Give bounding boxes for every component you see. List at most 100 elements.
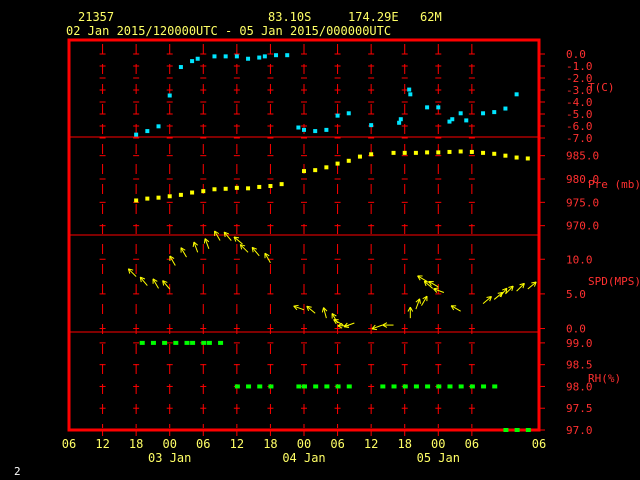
humidity-point [469,384,475,389]
temperature-point [464,118,469,123]
humidity-point [525,428,531,432]
x-tick-label: 00 [162,437,176,451]
wind-arrow [423,280,434,289]
humidity-y-tick: 98.5 [566,359,593,372]
wind-y-label: SPD(MPS) [588,275,640,288]
x-tick-label: 06 [196,437,210,451]
pressure-point [492,151,497,156]
temperature-point [425,105,430,110]
humidity-point [162,340,168,345]
temperature-point [234,54,239,59]
pressure-point [413,150,418,155]
wind-arrow [499,287,508,297]
humidity-point [481,384,487,389]
pressure-point [425,150,430,155]
wind-y-tick: 10.0 [566,253,593,266]
station-id: 21357 [78,10,114,24]
humidity-point [296,384,302,389]
pressure-point [481,150,486,155]
humidity-point [447,384,453,389]
wind-arrow [306,305,316,314]
wind-arrow [293,304,305,311]
pressure-y-tick: 985.0 [566,150,599,163]
humidity-y-tick: 97.5 [566,402,593,415]
pressure-y-label: Pre (mb) [588,178,640,191]
wind-arrow [482,296,492,304]
temperature-y-label: T(C) [588,81,615,94]
pressure-point [436,150,441,155]
humidity-point [436,384,442,389]
pressure-point [212,187,217,192]
humidity-point [150,340,156,345]
x-tick-label: 06 [465,437,479,451]
pressure-point [469,149,474,154]
x-tick-labels: 06 12 18 00 06 12 18 00 06 12 18 00 06 06 03 Jan 04 Jan… [62,437,546,465]
pressure-point [391,150,396,155]
pressure-point [458,149,463,154]
temperature-y-tick: -3.0 [566,84,593,97]
pressure-point [503,153,508,158]
humidity-y-tick: 97.0 [566,424,593,437]
temperature-point [450,117,455,122]
wind-arrow [169,255,176,266]
x-tick-label: 00 [431,437,445,451]
humidity-point [380,384,386,389]
page-number: 2 [14,465,21,478]
temperature-point [447,119,452,124]
humidity-point [184,340,190,345]
station-longitude: 174.29E [348,10,399,24]
temperature-point [397,120,402,125]
pressure-point [324,165,329,170]
temperature-point [246,56,251,61]
humidity-point [246,384,252,389]
wind-arrow [127,268,137,277]
wind-arrow [321,307,328,319]
wind-arrow [251,246,260,257]
temperature-point [285,53,290,58]
wind-arrow [180,247,187,258]
x-tick-label: 12 [364,437,378,451]
humidity-point [218,340,224,345]
temperature-point [492,110,497,115]
humidity-point [324,384,330,389]
wind-arrow [382,322,394,328]
temperature-point [335,113,340,118]
temperature-y-tick: -5.0 [566,108,593,121]
wind-arrow [223,231,232,241]
wind-y-tick: 5.0 [566,288,586,301]
temperature-point [178,65,183,70]
pressure-point [313,168,318,173]
pressure-y-tick: 970.0 [566,220,599,233]
pressure-point [234,185,239,190]
pressure-point [134,198,139,203]
temperature-point [134,132,139,137]
humidity-point [402,384,408,389]
wind-arrow [433,287,445,293]
pressure-y-tick: 980.0 [566,173,599,186]
pressure-point [167,194,172,199]
temperature-point [223,54,228,59]
pressure-point [402,150,407,155]
humidity-y-tick: 99.0 [566,337,593,350]
humidity-point [413,384,419,389]
wind-arrow [214,230,221,241]
pressure-point [525,156,530,161]
humidity-point [206,340,212,345]
x-tick-label: 06 [532,437,546,451]
wind-arrow [192,241,199,253]
temperature-point [257,55,262,60]
temperature-point [408,92,413,97]
wind-arrow [516,282,525,292]
wind-arrow [239,244,249,253]
station-elevation: 62M [420,10,442,24]
pressure-point [223,186,228,191]
humidity-point [234,384,240,389]
temperature-point [274,53,279,58]
humidity-point [503,428,509,432]
data-marks [127,53,537,432]
temperature-point [398,117,403,122]
humidity-point [268,384,274,389]
grid-crosses [99,44,475,436]
temperature-point [145,129,150,134]
